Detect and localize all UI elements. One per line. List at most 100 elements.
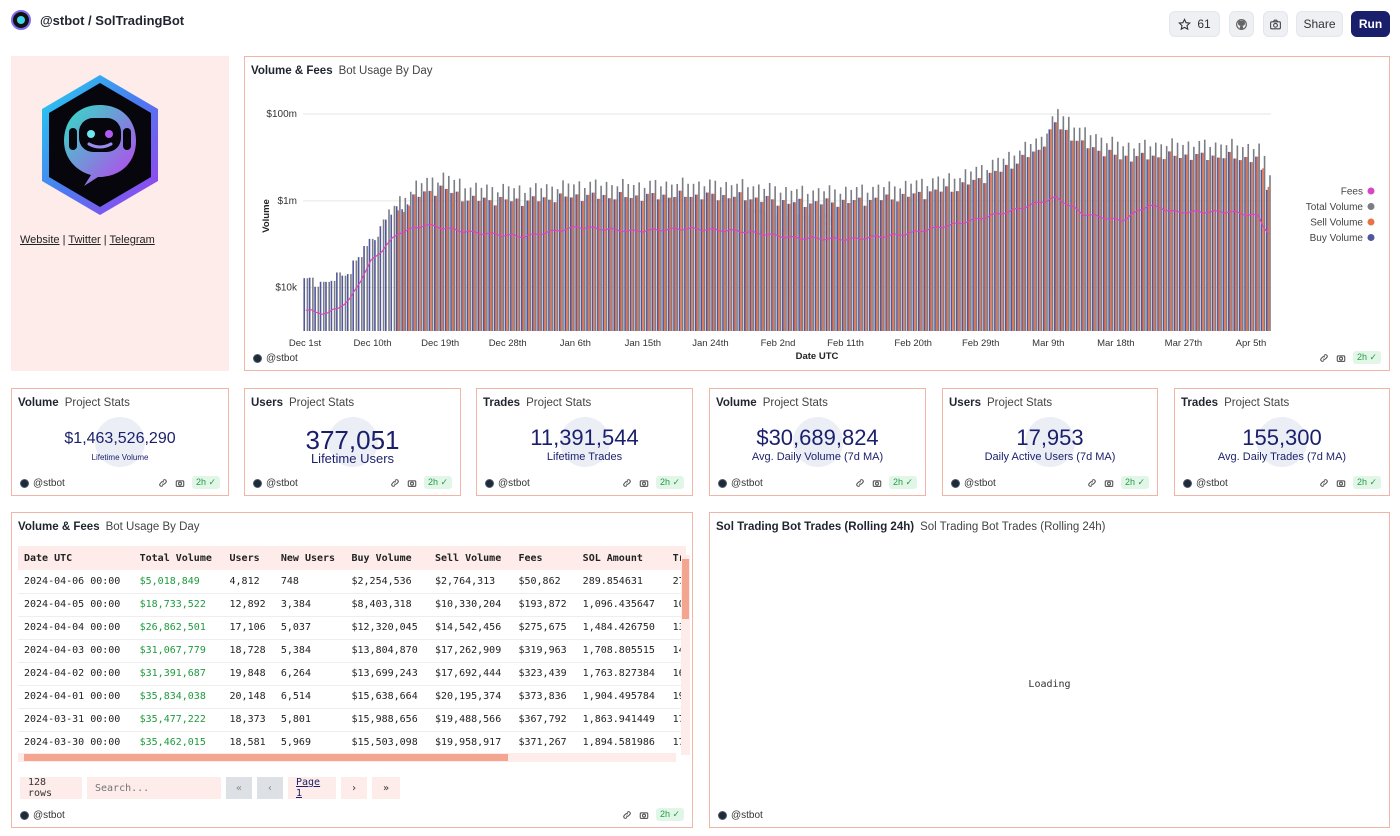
stat-author[interactable]: @stbot [485, 478, 530, 489]
buy-volume-bar [1032, 151, 1034, 331]
refresh-badge[interactable]: 2h ✓ [1352, 476, 1381, 489]
refresh-badge[interactable]: 2h ✓ [1120, 476, 1149, 489]
stat-author[interactable]: @stbot [951, 478, 996, 489]
run-button[interactable]: Run [1351, 11, 1390, 37]
refresh-badge[interactable]: 2h ✓ [423, 476, 452, 489]
link-icon[interactable] [855, 478, 865, 488]
column-header[interactable]: Users [223, 546, 275, 570]
buy-volume-bar [1102, 156, 1105, 331]
table-row[interactable]: 2024-04-06 00:00 $5,018,849 4,812 748 $2,254… [18, 570, 686, 594]
link-icon[interactable] [158, 478, 168, 488]
table-row[interactable]: 2024-04-01 00:00 $35,834,038 20,148 6,514 $1… [18, 685, 686, 709]
horizontal-scrollbar[interactable] [18, 753, 676, 762]
column-header[interactable]: Buy Volume [345, 546, 429, 570]
stat-author[interactable]: @stbot [718, 478, 763, 489]
table-cell: 18,373 [223, 708, 275, 732]
refresh-badge[interactable]: 2h ✓ [655, 476, 684, 489]
table-row[interactable]: 2024-04-04 00:00 $26,862,501 17,106 5,037 $1… [18, 616, 686, 640]
camera-icon[interactable] [872, 478, 882, 488]
github-button[interactable] [1229, 11, 1254, 37]
star-button[interactable]: 61 [1169, 11, 1220, 37]
stat-author[interactable]: @stbot [20, 478, 65, 489]
column-header[interactable]: Date UTC [18, 546, 134, 570]
camera-icon[interactable] [1336, 478, 1346, 488]
column-header[interactable]: Total Volume [133, 546, 224, 570]
page-indicator[interactable]: Page 1 [288, 777, 336, 799]
stbot-avatar-icon[interactable] [11, 10, 31, 30]
legend-swatch [1367, 187, 1375, 195]
refresh-badge[interactable]: 2h ✓ [1352, 351, 1381, 364]
link-icon[interactable] [1319, 478, 1329, 488]
sell-volume-bar [843, 199, 846, 331]
stat-tools: 2h ✓ [390, 476, 452, 489]
stat-author[interactable]: @stbot [1183, 478, 1228, 489]
share-button[interactable]: Share [1296, 11, 1343, 37]
first-page-button[interactable]: « [226, 777, 252, 799]
chart-author[interactable]: @stbot [253, 353, 298, 364]
prev-page-button[interactable]: ‹ [257, 777, 283, 799]
horizontal-scrollbar-thumb[interactable] [24, 754, 508, 761]
buy-volume-bar [988, 172, 991, 331]
buy-volume-bar [629, 198, 632, 331]
sell-volume-bar [571, 197, 574, 331]
link-icon[interactable] [390, 478, 400, 488]
sell-volume-bar [729, 198, 731, 331]
camera-icon[interactable] [407, 478, 417, 488]
buy-volume-bar [346, 274, 349, 331]
column-header[interactable]: Sell Volume [428, 546, 513, 570]
stat-tools: 2h ✓ [1087, 476, 1149, 489]
table-search-input[interactable] [87, 777, 221, 799]
screenshot-button[interactable] [1263, 11, 1288, 37]
telegram-link[interactable]: Telegram [109, 234, 155, 246]
refresh-badge[interactable]: 2h ✓ [655, 808, 684, 821]
camera-icon[interactable] [639, 810, 649, 820]
sol-trading-bot-logo [42, 75, 158, 215]
trades-panel-author[interactable]: @stbot [718, 810, 763, 821]
link-icon[interactable] [622, 810, 632, 820]
buy-volume-bar [972, 179, 974, 331]
sell-volume-bar [963, 182, 965, 331]
last-page-button[interactable]: » [372, 777, 400, 799]
stat-label: Lifetime Trades [546, 451, 623, 463]
table-cell: 19,848 [223, 662, 275, 686]
table-row[interactable]: 2024-04-03 00:00 $31,067,779 18,728 5,384 $1… [18, 639, 686, 663]
buy-volume-bar [1119, 159, 1121, 331]
link-icon[interactable] [622, 478, 632, 488]
table-author[interactable]: @stbot [20, 810, 65, 821]
buy-volume-bar [961, 182, 964, 331]
table-cell: 1,708.805515 [576, 639, 667, 663]
column-header[interactable]: New Users [274, 546, 346, 570]
camera-icon[interactable] [1104, 478, 1114, 488]
website-link[interactable]: Website [20, 234, 60, 246]
stat-author[interactable]: @stbot [253, 478, 298, 489]
table-row[interactable]: 2024-03-30 00:00 $35,462,015 18,581 5,969 $1… [18, 731, 686, 746]
total-volume-bar [551, 186, 553, 331]
vertical-scrollbar[interactable] [681, 555, 690, 755]
table-row[interactable]: 2024-04-02 00:00 $31,391,687 19,848 6,264 $1… [18, 662, 686, 686]
table-cell: 20,148 [223, 685, 275, 709]
table-row[interactable]: 2024-04-05 00:00 $18,733,522 12,892 3,384 $8… [18, 593, 686, 617]
buy-volume-bar [624, 197, 626, 331]
sell-volume-bar [1196, 154, 1199, 331]
sell-volume-bar [734, 196, 737, 331]
sell-volume-bar [990, 172, 992, 331]
buy-volume-bar [303, 278, 306, 331]
link-icon[interactable] [1319, 353, 1329, 363]
column-header[interactable]: Fees [512, 546, 577, 570]
camera-icon[interactable] [1336, 353, 1346, 363]
dashboard-title[interactable]: @stbot / SolTradingBot [40, 13, 185, 28]
twitter-link[interactable]: Twitter [68, 234, 101, 246]
camera-icon[interactable] [175, 478, 185, 488]
refresh-badge[interactable]: 2h ✓ [888, 476, 917, 489]
column-header[interactable]: SOL Amount [576, 546, 667, 570]
link-icon[interactable] [1087, 478, 1097, 488]
buy-volume-bar [923, 199, 925, 331]
stat-halo [95, 417, 145, 467]
vertical-scrollbar-thumb[interactable] [682, 559, 689, 619]
sell-volume-bar [1142, 152, 1145, 331]
camera-icon[interactable] [639, 478, 649, 488]
refresh-badge[interactable]: 2h ✓ [191, 476, 220, 489]
next-page-button[interactable]: › [341, 777, 367, 799]
table-row[interactable]: 2024-03-31 00:00 $35,477,222 18,373 5,801 $1… [18, 708, 686, 732]
